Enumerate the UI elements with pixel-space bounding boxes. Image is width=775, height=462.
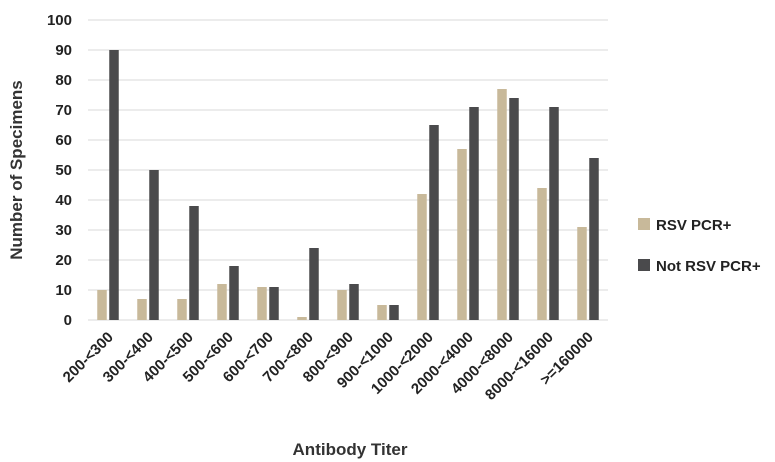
bar-rsv-pcr-pos xyxy=(497,89,507,320)
gridlines xyxy=(88,19,608,321)
bar-not-rsv-pcr-pos xyxy=(389,305,399,320)
bar-not-rsv-pcr-pos xyxy=(349,284,359,320)
bar-not-rsv-pcr-pos xyxy=(549,107,559,320)
bar-rsv-pcr-pos xyxy=(577,227,587,320)
bar-not-rsv-pcr-pos xyxy=(269,287,279,320)
legend-swatch-not-rsv-pcr-pos xyxy=(638,259,650,271)
y-tick-label: 60 xyxy=(55,132,72,149)
y-tick-label: 100 xyxy=(47,12,72,29)
legend: RSV PCR+ Not RSV PCR+ xyxy=(638,217,761,275)
y-tick-label: 50 xyxy=(55,162,72,179)
bar-rsv-pcr-pos xyxy=(297,317,307,320)
bar-not-rsv-pcr-pos xyxy=(189,206,199,320)
bar-not-rsv-pcr-pos xyxy=(229,266,239,320)
bar-rsv-pcr-pos xyxy=(217,284,227,320)
x-axis-title: Antibody Titer xyxy=(293,440,408,459)
bar-not-rsv-pcr-pos xyxy=(149,170,159,320)
x-tick-labels: 200-<300300-<400400-<500500-<600600-<700… xyxy=(60,329,597,404)
bar-rsv-pcr-pos xyxy=(97,290,107,320)
bar-rsv-pcr-pos xyxy=(537,188,547,320)
y-tick-label: 10 xyxy=(55,282,72,299)
y-tick-labels: 0 10 20 30 40 50 60 70 80 90 100 xyxy=(47,12,72,329)
y-tick-label: 0 xyxy=(64,312,72,329)
bar-not-rsv-pcr-pos xyxy=(589,158,599,320)
bar-not-rsv-pcr-pos xyxy=(509,98,519,320)
legend-label-not-rsv-pcr-pos: Not RSV PCR+ xyxy=(656,258,761,275)
bar-rsv-pcr-pos xyxy=(337,290,347,320)
bar-not-rsv-pcr-pos xyxy=(469,107,479,320)
bar-not-rsv-pcr-pos xyxy=(309,248,319,320)
legend-label-rsv-pcr-pos: RSV PCR+ xyxy=(656,217,732,234)
y-tick-label: 90 xyxy=(55,42,72,59)
bar-rsv-pcr-pos xyxy=(257,287,267,320)
bar-rsv-pcr-pos xyxy=(377,305,387,320)
legend-swatch-rsv-pcr-pos xyxy=(638,218,650,230)
bar-rsv-pcr-pos xyxy=(457,149,467,320)
bars xyxy=(97,50,599,320)
y-tick-label: 40 xyxy=(55,192,72,209)
y-axis-title: Number of Specimens xyxy=(7,80,26,260)
bar-rsv-pcr-pos xyxy=(417,194,427,320)
y-tick-label: 20 xyxy=(55,252,72,269)
y-tick-label: 80 xyxy=(55,72,72,89)
bar-not-rsv-pcr-pos xyxy=(109,50,119,320)
y-tick-label: 70 xyxy=(55,102,72,119)
bar-not-rsv-pcr-pos xyxy=(429,125,439,320)
bar-rsv-pcr-pos xyxy=(137,299,147,320)
bar-rsv-pcr-pos xyxy=(177,299,187,320)
y-tick-label: 30 xyxy=(55,222,72,239)
